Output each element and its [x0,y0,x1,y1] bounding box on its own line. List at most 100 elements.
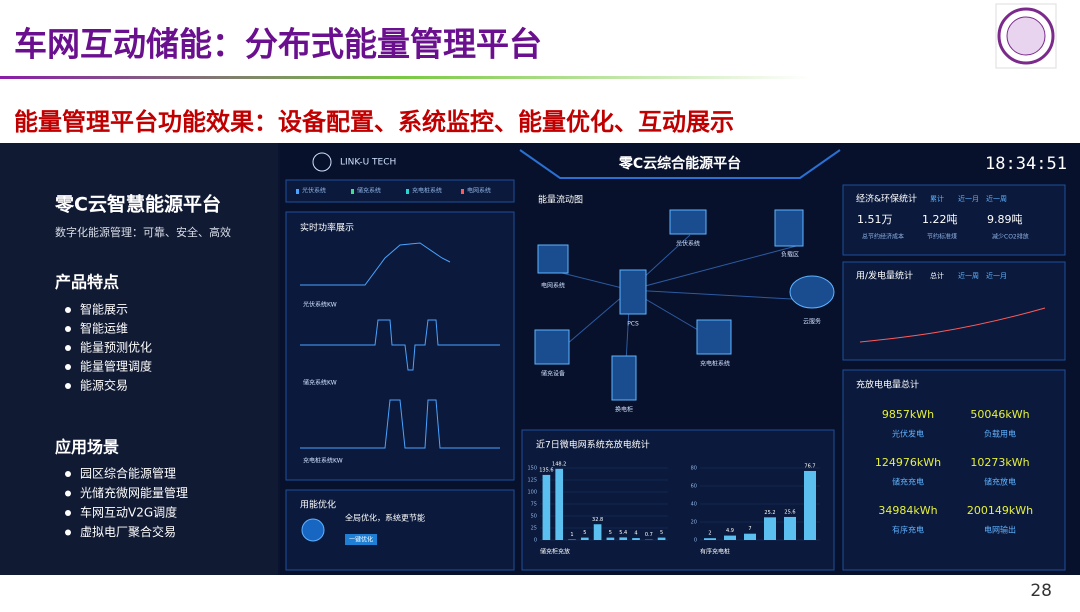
economy-tab: 近一月 [958,194,979,203]
bullet [65,326,71,332]
legend-swatch [296,189,299,194]
sidebar-tagline: 数字化能源管理：可靠、安全、高效 [55,225,231,239]
bullet [65,530,71,536]
bar-value-label: 76.7 [804,463,815,469]
totals-panel [843,370,1065,570]
total-label: 负载用电 [984,429,1016,439]
y-tick-label: 80 [691,466,697,472]
economy-tab: 累计 [930,194,944,203]
bar-value-label: 0.7 [645,532,653,538]
features-heading: 产品特点 [55,273,119,292]
bar [555,469,563,540]
node-label: 充电桩系统 [700,360,730,368]
y-tick-label: 0 [534,538,537,544]
y-tick-label: 60 [691,484,697,490]
y-tick-label: 100 [527,490,537,496]
bar-value-label: 2 [708,531,711,537]
title-underline [0,76,810,79]
bar [632,538,640,540]
legend-label: 储充系统 [357,187,381,195]
usage-tab: 近一周 [958,271,979,280]
realtime-panel [286,212,514,480]
bullet [65,364,71,370]
y-tick-label: 0 [694,538,697,544]
slide-title: 车网互动储能：分布式能量管理平台 [14,25,542,64]
scenario-item: 车网互动V2G调度 [80,505,177,520]
totals-title: 充放电电量总计 [856,379,919,391]
y-tick-label: 50 [531,514,537,520]
bar [619,537,627,540]
bar-value-label: 148.2 [552,461,566,467]
legend-label: 电网系统 [467,187,491,195]
total-label: 有序充电 [892,525,924,535]
bar-value-label: 5 [609,530,612,536]
y-tick-label: 40 [691,502,697,508]
y-tick-label: 25 [531,526,537,532]
node-label: 负载区 [781,251,799,259]
node-label: PCS [627,321,639,328]
chart-name: 储充柜充放 [540,548,570,556]
footer [0,575,1080,608]
bar-value-label: 5 [660,530,663,536]
economy-value: 9.89吨 [987,213,1023,226]
bar-value-label: 4 [634,531,637,537]
chart-name: 有序充电桩 [700,548,730,556]
feature-item: 智能运维 [80,321,128,336]
node-label: 云服务 [803,318,821,326]
node-label: 换电柜 [615,406,633,414]
usage-tab: 总计 [930,271,944,280]
total-value: 9857kWh [882,408,934,421]
bar [764,517,776,540]
weekly-title: 近7日微电网系统充放电统计 [536,439,650,451]
economy-value: 1.51万 [857,213,893,226]
node-label: 储充设备 [541,370,565,378]
bar [704,538,716,540]
scenarios-heading: 应用场景 [55,438,119,457]
bar-value-label: 5 [583,530,586,536]
bar [658,538,666,540]
optimize-text: 全局优化，系统更节能 [345,513,425,523]
y-tick-label: 150 [527,466,537,472]
bar-value-label: 1 [570,532,573,538]
feature-item: 能量管理调度 [80,359,152,374]
bullet [65,383,71,389]
bar-value-label: 5.4 [619,530,627,536]
feature-item: 能源交易 [80,378,128,393]
bar [724,536,736,540]
bar-value-label: 25.2 [764,510,775,516]
flow-title: 能量流动图 [538,194,583,206]
bullet [65,307,71,313]
total-label: 储充充电 [892,477,924,487]
economy-value: 1.22吨 [922,213,958,226]
logo [996,4,1056,68]
total-label: 储充放电 [984,477,1016,487]
total-label: 光伏发电 [892,429,924,439]
y-tick-label: 20 [691,520,697,526]
legend-swatch [461,189,464,194]
bar [607,538,615,540]
scenario-item: 虚拟电厂聚合交易 [80,524,176,539]
power-chart-label: 充电桩系统KW [303,457,343,465]
bar-value-label: 25.6 [784,509,795,515]
economy-label: 减少CO2排放 [992,233,1029,241]
bar-value-label: 32.8 [592,517,603,523]
realtime-title: 实时功率展示 [300,222,354,234]
legend-swatch [351,189,354,194]
optimize-icon [302,519,324,541]
sidebar-title: 零C云智慧能源平台 [54,193,221,216]
economy-tab: 近一周 [986,194,1007,203]
legend-swatch [406,189,409,194]
page-number: 28 [1030,581,1052,601]
bullet [65,491,71,497]
bar [744,534,756,540]
optimize-button-label[interactable]: 一键优化 [349,536,373,544]
total-value: 50046kWh [970,408,1029,421]
total-label: 电网输出 [984,525,1016,535]
y-tick-label: 125 [527,478,537,484]
legend-label: 光伏系统 [302,187,326,195]
bar [594,524,602,540]
total-value: 124976kWh [875,456,941,469]
bullet [65,345,71,351]
economy-label: 总节约经济成本 [862,233,904,241]
bar-value-label: 4.9 [726,528,734,534]
